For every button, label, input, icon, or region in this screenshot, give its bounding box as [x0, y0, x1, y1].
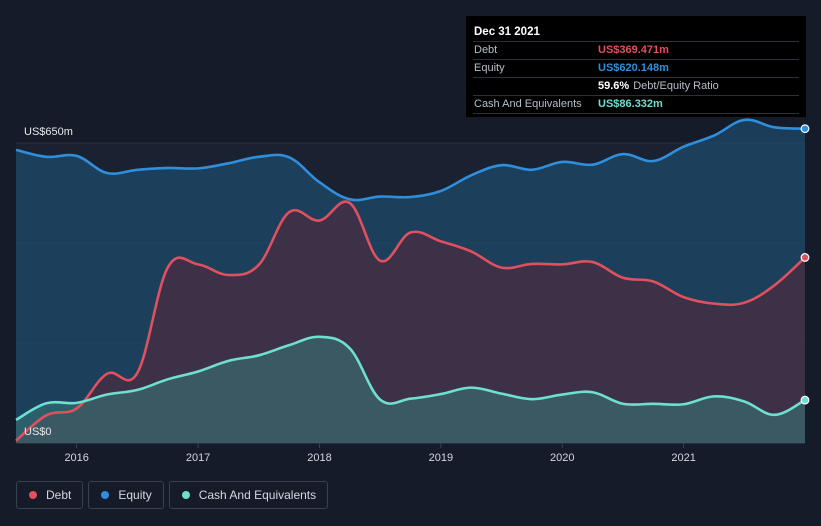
cash-area [16, 336, 805, 443]
tooltip-ratio-label: Debt/Equity Ratio [633, 80, 719, 92]
legend-cash-label: Cash And Equivalents [198, 488, 317, 502]
legend-item-debt[interactable]: Debt [16, 481, 84, 509]
data-tooltip: Dec 31 2021 Debt US$369.471m Equity US$6… [466, 16, 806, 117]
equity-line [15, 118, 806, 202]
tooltip-ratio-row: 59.6% Debt/Equity Ratio [473, 77, 799, 95]
cash-endpoint[interactable] [800, 395, 810, 405]
tooltip-equity-value: US$620.148m [598, 62, 669, 74]
y-axis-bottom-label: US$0 [24, 426, 52, 438]
legend-item-cash[interactable]: Cash And Equivalents [168, 481, 329, 509]
legend-equity-label: Equity [118, 488, 152, 502]
tooltip-cash-label: Cash And Equivalents [474, 98, 582, 110]
x-tick-label: 2017 [186, 452, 210, 464]
x-tick-label: 2021 [671, 452, 695, 464]
legend-item-equity[interactable]: Equity [88, 481, 164, 509]
x-tick-label: 2020 [550, 452, 574, 464]
x-tick-label: 2019 [429, 452, 453, 464]
tooltip-debt-value: US$369.471m [598, 44, 669, 56]
x-tick-label: 2018 [307, 452, 331, 464]
legend-debt-label: Debt [46, 488, 72, 502]
x-axis-ticks: 2016 2017 2018 2019 2020 2021 [64, 443, 696, 464]
equity-endpoint[interactable] [800, 124, 810, 134]
series-lines [15, 118, 806, 442]
cash-line [15, 335, 806, 422]
debt-endpoint[interactable] [800, 253, 810, 262]
chart-legend: Debt Equity Cash And Equivalents [16, 481, 333, 509]
tooltip-cash-value: US$86.332m [598, 98, 663, 110]
tooltip-cash-row: Cash And Equivalents US$86.332m [473, 95, 799, 114]
debt-line [15, 200, 806, 442]
series-endpoints [800, 124, 810, 405]
tooltip-equity-row: Equity US$620.148m [473, 59, 799, 77]
y-axis-top-label: US$650m [24, 126, 73, 138]
tooltip-ratio-value: 59.6% [598, 80, 630, 92]
cash-dot-icon [181, 491, 190, 499]
tooltip-equity-label: Equity [474, 62, 505, 74]
tooltip-debt-label: Debt [474, 44, 498, 56]
tooltip-debt-row: Debt US$369.471m [473, 41, 799, 59]
equity-dot-icon [101, 491, 110, 499]
x-tick-label: 2016 [64, 452, 88, 464]
debt-dot-icon [29, 491, 37, 499]
series-areas [16, 119, 805, 444]
tooltip-date: Dec 31 2021 [474, 26, 540, 38]
